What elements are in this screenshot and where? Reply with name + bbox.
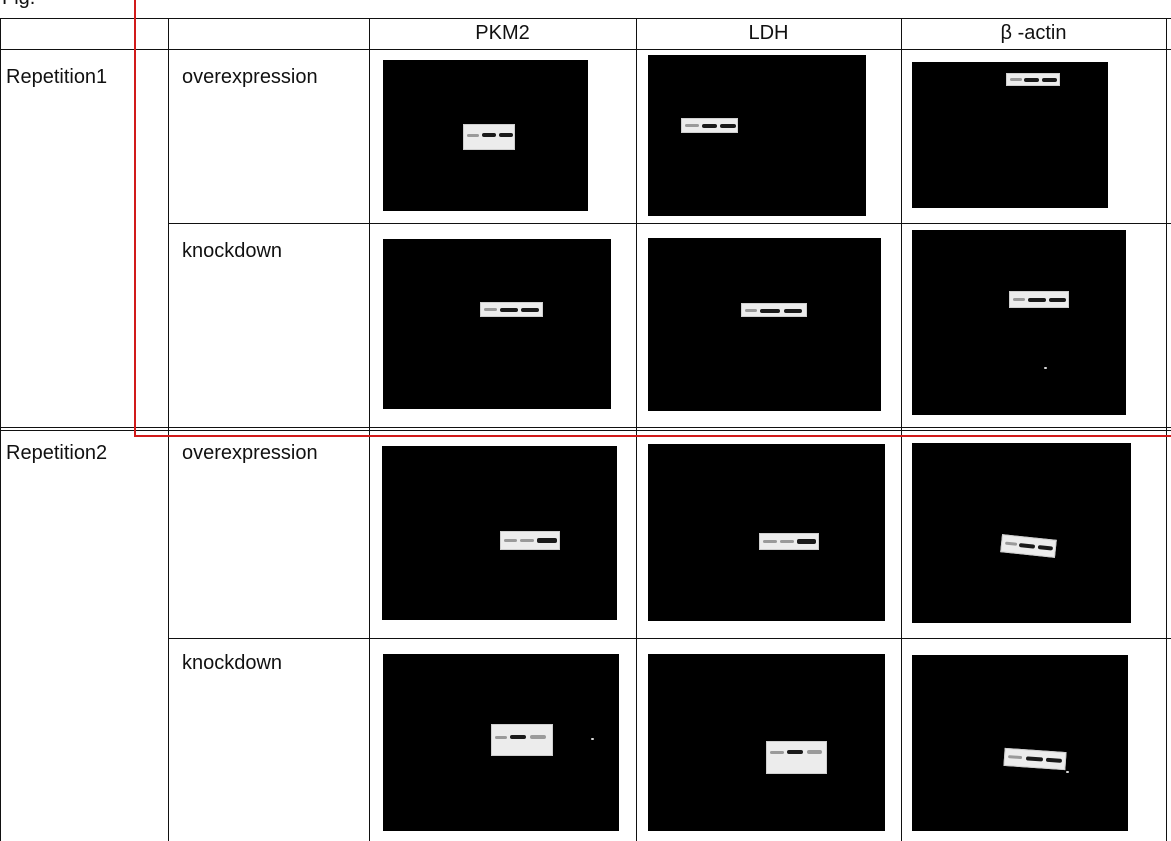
blot-image-r2-kd-pkm2 <box>383 654 619 831</box>
band <box>787 750 803 754</box>
col-divider-3 <box>636 18 637 841</box>
header-fragment: Fig. <box>2 0 35 8</box>
membrane-strip <box>759 533 819 550</box>
membrane-strip <box>491 724 553 756</box>
band <box>1037 545 1054 551</box>
band <box>1013 298 1025 301</box>
column-header-beta-actin: β -actin <box>1000 22 1067 44</box>
repetition-label-1: Repetition1 <box>6 66 108 88</box>
repetition-divider <box>0 427 1171 431</box>
band <box>745 309 757 312</box>
membrane-strip <box>741 303 807 317</box>
table-left-rule <box>0 18 1 841</box>
band <box>521 308 539 312</box>
condition-label-r2-overexpression: overexpression <box>182 442 318 464</box>
table-top-rule <box>0 18 1171 19</box>
blot-image-r2-oe-beta-actin <box>912 443 1131 623</box>
band <box>1049 298 1066 302</box>
condition-label-r1-overexpression: overexpression <box>182 66 318 88</box>
band <box>1007 755 1023 760</box>
band <box>530 735 546 739</box>
band <box>484 308 497 311</box>
row-divider-r2 <box>168 638 1171 639</box>
blot-image-r1-kd-ldh <box>648 238 881 411</box>
membrane-strip <box>1000 534 1057 558</box>
band <box>1025 756 1044 762</box>
membrane-strip <box>463 124 515 150</box>
band <box>685 124 699 127</box>
annotation-vertical-line <box>134 0 136 437</box>
membrane-strip <box>1006 73 1060 86</box>
band <box>770 751 784 754</box>
blot-image-r1-oe-pkm2 <box>383 60 588 211</box>
band <box>537 538 557 543</box>
band <box>780 540 794 543</box>
blot-image-r1-kd-beta-actin <box>912 230 1126 415</box>
band <box>499 133 513 137</box>
band <box>495 736 507 739</box>
band <box>520 539 534 542</box>
repetition-label-2: Repetition2 <box>6 442 108 464</box>
condition-label-r2-knockdown: knockdown <box>182 652 283 674</box>
band <box>482 133 496 137</box>
band <box>1028 298 1046 302</box>
column-header-pkm2: PKM2 <box>475 22 530 44</box>
annotation-horizontal-line <box>134 435 1171 437</box>
debris <box>591 738 594 740</box>
band <box>763 540 777 543</box>
blot-image-r1-kd-pkm2 <box>383 239 611 409</box>
blot-image-r1-oe-ldh <box>648 55 866 216</box>
membrane-strip <box>500 531 560 550</box>
blot-image-r2-oe-ldh <box>648 444 885 621</box>
band <box>504 539 517 542</box>
col-divider-2 <box>369 18 370 841</box>
table-right-rule <box>1166 18 1167 841</box>
band <box>500 308 518 312</box>
band <box>1018 543 1036 549</box>
band <box>510 735 526 739</box>
band <box>702 124 717 128</box>
membrane-strip <box>480 302 543 317</box>
blot-image-r2-kd-beta-actin <box>912 655 1128 831</box>
band <box>760 309 780 313</box>
band <box>1005 541 1018 546</box>
column-header-ldh: LDH <box>748 22 789 44</box>
col-divider-1 <box>168 18 169 841</box>
debris <box>1066 771 1069 773</box>
col-divider-4 <box>901 18 902 841</box>
blot-image-r1-oe-beta-actin <box>912 62 1108 208</box>
band <box>1024 78 1039 82</box>
row-divider-r1 <box>168 223 1171 224</box>
header-bottom-rule <box>0 49 1171 50</box>
band <box>1042 78 1057 82</box>
band <box>807 750 822 754</box>
membrane-strip <box>766 741 827 774</box>
membrane-strip <box>681 118 738 133</box>
band <box>1045 757 1063 763</box>
blot-image-r2-kd-ldh <box>648 654 885 831</box>
membrane-strip <box>1009 291 1069 308</box>
blot-image-r2-oe-pkm2 <box>382 446 617 620</box>
band <box>720 124 736 128</box>
condition-label-r1-knockdown: knockdown <box>182 240 283 262</box>
band <box>1010 78 1022 81</box>
band <box>797 539 816 544</box>
band <box>467 134 479 137</box>
debris <box>1044 367 1047 369</box>
membrane-strip <box>1003 747 1067 771</box>
band <box>784 309 802 313</box>
